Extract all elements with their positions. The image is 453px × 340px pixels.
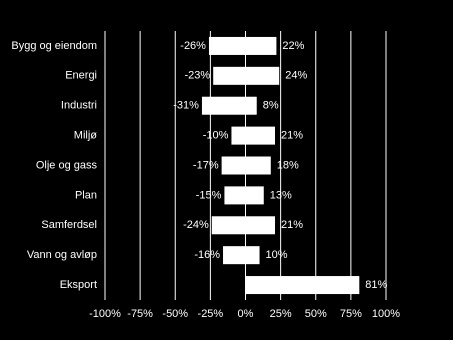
bar xyxy=(211,216,246,235)
data-label: -31% xyxy=(173,100,199,112)
bar xyxy=(245,36,277,55)
data-label: 21% xyxy=(281,130,303,142)
bar xyxy=(201,96,246,115)
bar xyxy=(224,186,246,205)
y-tick-label: Industri xyxy=(61,100,97,112)
data-label: 22% xyxy=(282,40,304,52)
bar xyxy=(208,36,246,55)
y-tick-label: Vann og avløp xyxy=(27,249,97,261)
bar xyxy=(213,66,246,85)
data-label: 21% xyxy=(281,219,303,231)
x-tick-label: -75% xyxy=(127,308,153,320)
data-label: 81% xyxy=(365,279,387,291)
x-tick-label: -25% xyxy=(198,308,224,320)
bar xyxy=(245,66,280,85)
data-label: -10% xyxy=(203,130,229,142)
data-label: 8% xyxy=(263,100,279,112)
x-tick-label: -100% xyxy=(89,308,121,320)
bar xyxy=(231,126,246,145)
bar xyxy=(223,246,246,265)
data-label: -24% xyxy=(183,219,209,231)
x-tick-label: 0% xyxy=(238,308,254,320)
x-tick-label: 25% xyxy=(270,308,292,320)
data-label: -23% xyxy=(184,70,210,82)
x-tick-label: -50% xyxy=(162,308,188,320)
data-label: 18% xyxy=(277,159,299,171)
data-label: 24% xyxy=(285,70,307,82)
bar xyxy=(245,186,264,205)
y-tick-label: Eksport xyxy=(60,279,97,291)
x-tick-label: 75% xyxy=(340,308,362,320)
y-tick-label: Energi xyxy=(65,70,97,82)
y-tick-label: Olje og gass xyxy=(36,159,98,171)
data-label: -15% xyxy=(196,189,222,201)
bar xyxy=(245,276,360,295)
data-label: -26% xyxy=(180,40,206,52)
bar xyxy=(221,156,246,175)
x-tick-label: 100% xyxy=(372,308,400,320)
bar xyxy=(245,156,271,175)
y-tick-label: Bygg og eiendom xyxy=(11,40,97,52)
x-tick-label: 50% xyxy=(305,308,327,320)
y-tick-label: Samferdsel xyxy=(41,219,97,231)
bar xyxy=(245,96,257,115)
data-label: 13% xyxy=(270,189,292,201)
data-label: -17% xyxy=(193,159,219,171)
data-label: -16% xyxy=(194,249,220,261)
bar xyxy=(245,126,276,145)
data-label: 10% xyxy=(266,249,288,261)
bar xyxy=(245,246,260,265)
bar xyxy=(245,216,276,235)
y-tick-label: Plan xyxy=(75,189,97,201)
y-tick-label: Miljø xyxy=(74,130,97,142)
